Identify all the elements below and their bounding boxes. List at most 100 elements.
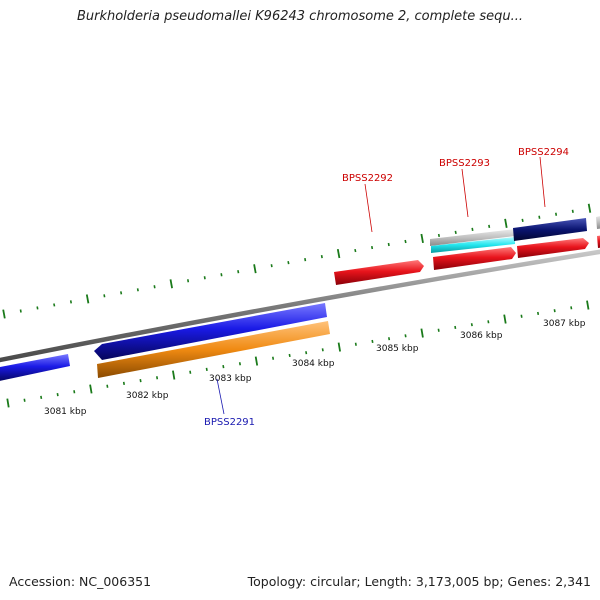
scale-label-3081: 3081 kbp [44,407,87,417]
tick-inner-minor [454,325,457,330]
feature-navy[interactable] [513,218,587,241]
tick-inner-minor [156,376,159,380]
feature-track [430,215,600,253]
gene-arrow-left-partial[interactable] [0,354,70,382]
gene-arrow-bpss2291-reverse[interactable] [94,303,327,360]
tick-inner-minor [139,378,142,383]
tick-inner-major [420,328,424,338]
tick-inner-major [6,398,10,408]
gene-arrow-bpss2294[interactable] [517,238,589,258]
tick-outer-major [2,309,6,319]
tick-outer-minor [320,254,323,259]
scale-labels: 3081 kbp 3082 kbp 3083 kbp 3084 kbp 3085… [44,319,586,417]
feature-grey[interactable] [430,229,515,246]
tick-inner-major [172,370,176,380]
tick-inner-minor [520,314,523,318]
scale-label-3083: 3083 kbp [209,374,252,384]
tick-outer-major [587,203,592,213]
gene-arrow-bpss2292[interactable] [334,260,424,285]
tick-inner-minor [570,306,573,310]
tick-inner-minor [73,390,76,394]
leader-bpss2293 [461,168,469,218]
tick-outer-minor [571,209,574,213]
leader-bpss2291 [216,378,225,415]
tick-inner-major [254,356,259,366]
scale-label-3085: 3085 kbp [376,344,419,354]
gene-label-bpss2291[interactable]: BPSS2291 [204,417,255,428]
tick-outer-minor [270,264,273,268]
tick-inner-minor [122,381,125,386]
tick-outer-minor [136,288,139,292]
tick-inner-minor [189,370,192,374]
tick-outer-minor [237,270,240,274]
scale-label-3087: 3087 kbp [543,319,586,329]
tick-inner-minor [222,364,225,369]
tick-outer-minor [36,306,39,310]
tick-marks-outer [2,203,592,319]
tick-outer-minor [354,248,357,253]
tick-inner-minor [56,392,59,397]
reverse-genes [0,303,327,382]
accession-label: Accession: NC_006351 [9,574,152,589]
genome-backbone [0,249,600,363]
tick-outer-major [336,248,341,259]
tick-inner-minor [470,323,473,327]
tick-inner-major [503,314,507,324]
tick-outer-major [420,233,424,244]
feature-grey-partial[interactable] [596,215,600,229]
tick-outer-major [504,218,508,228]
tick-inner-minor [437,328,440,332]
scale-label-3086: 3086 kbp [460,331,503,341]
tick-inner-minor [537,311,540,316]
leader-bpss2292 [364,183,373,233]
tick-inner-major [337,342,341,352]
tick-outer-minor [488,224,491,229]
tick-outer-minor [187,279,190,283]
tick-inner-minor [23,398,26,402]
scale-label-3082: 3082 kbp [126,391,169,401]
tick-inner-minor [205,367,208,372]
tick-inner-minor [371,339,374,344]
tick-outer-minor [437,233,440,238]
gene-label-bpss2294[interactable]: BPSS2294 [518,147,569,158]
feature-cyan[interactable] [431,237,515,253]
gene-label-bpss2293[interactable]: BPSS2293 [439,158,490,169]
gene-label-bpss2292[interactable]: BPSS2292 [342,173,393,184]
tick-outer-minor [454,230,457,235]
tick-marks-inner [6,300,590,408]
tick-inner-minor [553,309,556,313]
tick-outer-minor [69,300,72,304]
tick-inner-minor [106,384,109,388]
leader-bpss2294 [539,156,546,208]
tick-outer-minor [103,294,106,298]
forward-genes [334,235,600,285]
tick-outer-minor [120,291,123,295]
gene-arrow-partial[interactable] [597,235,600,248]
cds-track [97,321,330,378]
scale-label-3084: 3084 kbp [292,359,335,369]
tick-outer-minor [538,215,541,219]
tick-inner-minor [238,362,241,366]
label-leaders [216,156,546,415]
cds-bpss2291[interactable] [97,321,330,378]
tick-outer-major [169,279,173,289]
tick-inner-minor [388,337,391,341]
tick-outer-minor [19,309,22,313]
gene-labels: BPSS2291 BPSS2292 BPSS2293 BPSS2294 [204,147,569,428]
tick-outer-minor [555,212,558,216]
map-title: Burkholderia pseudomallei K96243 chromos… [76,9,524,24]
tick-outer-minor [287,261,290,265]
tick-outer-minor [387,242,390,247]
tick-inner-minor [40,395,43,400]
topology-summary: Topology: circular; Length: 3,173,005 bp… [247,574,591,589]
tick-inner-major [586,300,590,310]
tick-inner-minor [321,348,324,352]
tick-outer-minor [371,245,374,250]
gene-arrow-bpss2293[interactable] [433,247,516,270]
tick-outer-minor [521,218,524,222]
tick-inner-minor [487,320,490,324]
tick-outer-minor [404,239,407,244]
tick-outer-major [253,264,257,274]
tick-outer-major [85,294,90,304]
